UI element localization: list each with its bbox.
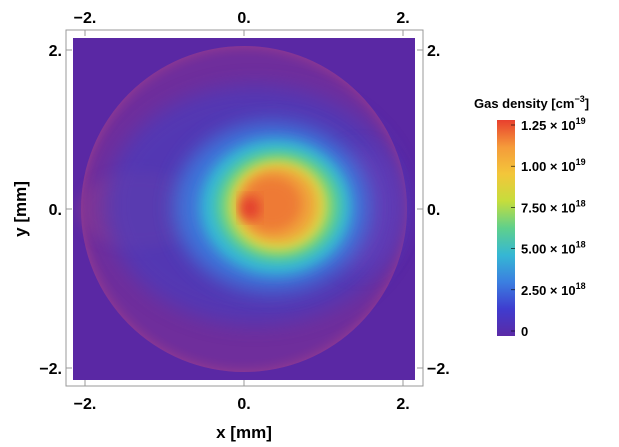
core-red [242,176,302,232]
x-tick-label-top: −2. [74,10,97,27]
legend-tick-label: 0 [521,324,528,339]
y-tick-label-left: 2. [49,43,62,60]
y-tick-label-left: −2. [39,361,62,378]
legend-tick-label: 1.25 × 1019 [521,116,586,133]
y-tick-label-right: −2. [427,361,450,378]
colorbar [497,120,515,336]
legend-title: Gas density [cm−3] [474,94,589,111]
y-axis-title: y [mm] [11,181,30,237]
x-tick-label-bottom: 2. [396,396,409,413]
density-field [73,38,415,380]
y-tick-label-left: 0. [49,202,62,219]
legend-tick-label: 7.50 × 1018 [521,198,586,215]
legend-tick-label: 1.00 × 1019 [521,157,586,174]
legend-tick-label: 5.00 × 1018 [521,240,586,257]
legend-ticks: 1.25 × 1019 1.00 × 1019 7.50 × 1018 5.00 × … [511,116,586,339]
axes: −2. −2. 0. 0. 2. 2. 2. 2. 0. 0. −2. −2. [39,10,449,413]
core-peak [240,196,260,220]
legend-tick-label: 2.50 × 1018 [521,281,586,298]
legend: Gas density [cm−3] 1.25 × 1019 1.00 × 101… [474,94,589,339]
x-tick-label-bottom: −2. [74,396,97,413]
x-tick-label-top: 2. [396,10,409,27]
y-tick-label-right: 0. [427,202,440,219]
x-tick-label-bottom: 0. [237,396,250,413]
x-axis-title: x [mm] [216,423,272,442]
x-tick-label-top: 0. [237,10,250,27]
y-tick-label-right: 2. [427,43,440,60]
